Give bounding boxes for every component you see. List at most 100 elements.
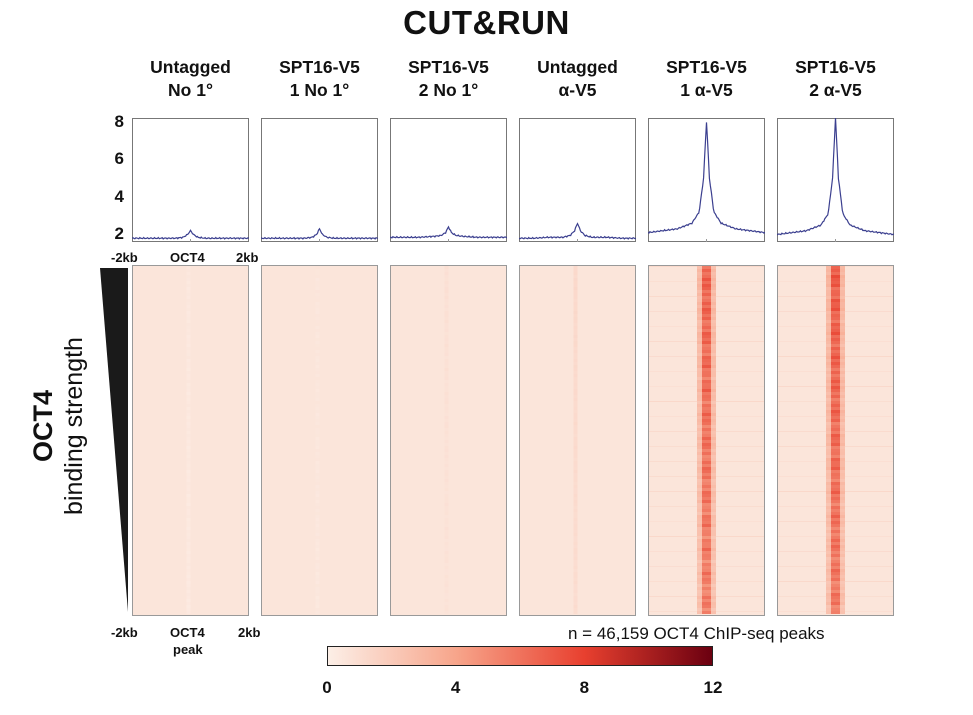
heatmap-cell	[444, 563, 449, 566]
heatmap-cell	[711, 278, 716, 281]
heatmap-cell	[826, 473, 831, 476]
heatmap-cell	[711, 326, 716, 329]
heatmap-cell	[315, 482, 320, 485]
heatmap-cell	[315, 608, 320, 611]
profile-y-tick: 2	[114, 224, 124, 244]
heatmap-cell	[840, 314, 845, 317]
heatmap-cell	[711, 584, 716, 587]
heatmap-cell	[711, 269, 716, 272]
heatmap-cell	[697, 278, 702, 281]
heatmap-cell	[444, 281, 449, 284]
heatmap-cell	[826, 551, 831, 554]
heatmap-cell	[444, 278, 449, 281]
heatmap-cell	[186, 521, 191, 524]
heatmap-cell	[702, 542, 711, 545]
heatmap-cell	[826, 416, 831, 419]
heatmap-cell	[826, 593, 831, 596]
heatmap-cell	[826, 458, 831, 461]
heatmap-cell	[702, 377, 711, 380]
heatmap-cell	[573, 575, 578, 578]
heatmap-cell	[831, 605, 840, 608]
heatmap-cell	[444, 347, 449, 350]
heatmap-cell	[702, 497, 711, 500]
heatmap-cell	[711, 476, 716, 479]
y-axis-label-line1: OCT4	[28, 390, 58, 463]
heatmap-cell	[697, 308, 702, 311]
heatmap-cell	[697, 512, 702, 515]
heatmap-cell	[840, 422, 845, 425]
heatmap-cell	[444, 380, 449, 383]
heatmap-cell	[702, 314, 711, 317]
heatmap-cell	[573, 410, 578, 413]
heatmap-cell	[697, 449, 702, 452]
heatmap-cell	[186, 572, 191, 575]
heatmap-cell	[711, 515, 716, 518]
heatmap-cell	[711, 392, 716, 395]
heatmap-cell	[702, 566, 711, 569]
heatmap-cell	[186, 605, 191, 608]
heatmap-cell	[186, 317, 191, 320]
heatmap-cell	[702, 593, 711, 596]
heatmap-cell	[831, 512, 840, 515]
heatmap-cell	[831, 443, 840, 446]
heatmap-cell	[826, 281, 831, 284]
heatmap-cell	[826, 368, 831, 371]
heatmap-cell	[315, 293, 320, 296]
heatmap-cell	[573, 467, 578, 470]
heatmap-cell	[186, 455, 191, 458]
heatmap-cell	[840, 416, 845, 419]
heatmap-cell	[711, 554, 716, 557]
heatmap-cell	[186, 578, 191, 581]
heatmap-cell	[573, 362, 578, 365]
heatmap-cell	[840, 611, 845, 614]
heatmap-cell	[826, 581, 831, 584]
heatmap-cell	[831, 464, 840, 467]
heatmap-cell	[697, 506, 702, 509]
heatmap-cell	[840, 374, 845, 377]
heatmap-cell	[573, 587, 578, 590]
heatmap-cell	[573, 533, 578, 536]
heatmap-cell	[444, 341, 449, 344]
heatmap-cell	[573, 374, 578, 377]
heatmap-cell	[831, 587, 840, 590]
heatmap-cell	[840, 392, 845, 395]
heatmap-cell	[573, 476, 578, 479]
heatmap-cell	[702, 578, 711, 581]
heatmap-cell	[831, 452, 840, 455]
heatmap-cell	[573, 422, 578, 425]
heatmap-cell	[697, 428, 702, 431]
profile-plot-3	[390, 225, 507, 242]
heatmap-cell	[711, 434, 716, 437]
heatmap-cell	[315, 560, 320, 563]
heatmap-cell	[697, 494, 702, 497]
heatmap-cell	[826, 611, 831, 614]
heatmap-cell	[826, 302, 831, 305]
heatmap-cell	[697, 377, 702, 380]
heatmap-cell	[444, 533, 449, 536]
heatmap-cell	[186, 557, 191, 560]
heatmap-cell	[826, 275, 831, 278]
heatmap-cell	[702, 275, 711, 278]
heatmap-cell	[831, 476, 840, 479]
heatmap-cell	[186, 548, 191, 551]
heatmap-cell	[702, 539, 711, 542]
heatmap-cell	[315, 554, 320, 557]
heatmap-cell	[573, 311, 578, 314]
heatmap-cell	[831, 341, 840, 344]
heatmap-cell	[826, 569, 831, 572]
heatmap-cell	[826, 419, 831, 422]
heatmap-cell	[697, 473, 702, 476]
heatmap-cell	[826, 374, 831, 377]
heatmap-cell	[444, 530, 449, 533]
heatmap-cell	[315, 509, 320, 512]
heatmap-cell	[573, 434, 578, 437]
heatmap-cell	[711, 500, 716, 503]
heatmap-cell	[315, 320, 320, 323]
heatmap-cell	[826, 353, 831, 356]
heatmap-cell	[186, 362, 191, 365]
heatmap-panel-1	[132, 265, 249, 616]
heatmap-cell	[573, 335, 578, 338]
heatmap-cell	[573, 602, 578, 605]
heatmap-cell	[840, 506, 845, 509]
heatmap-cell	[826, 557, 831, 560]
